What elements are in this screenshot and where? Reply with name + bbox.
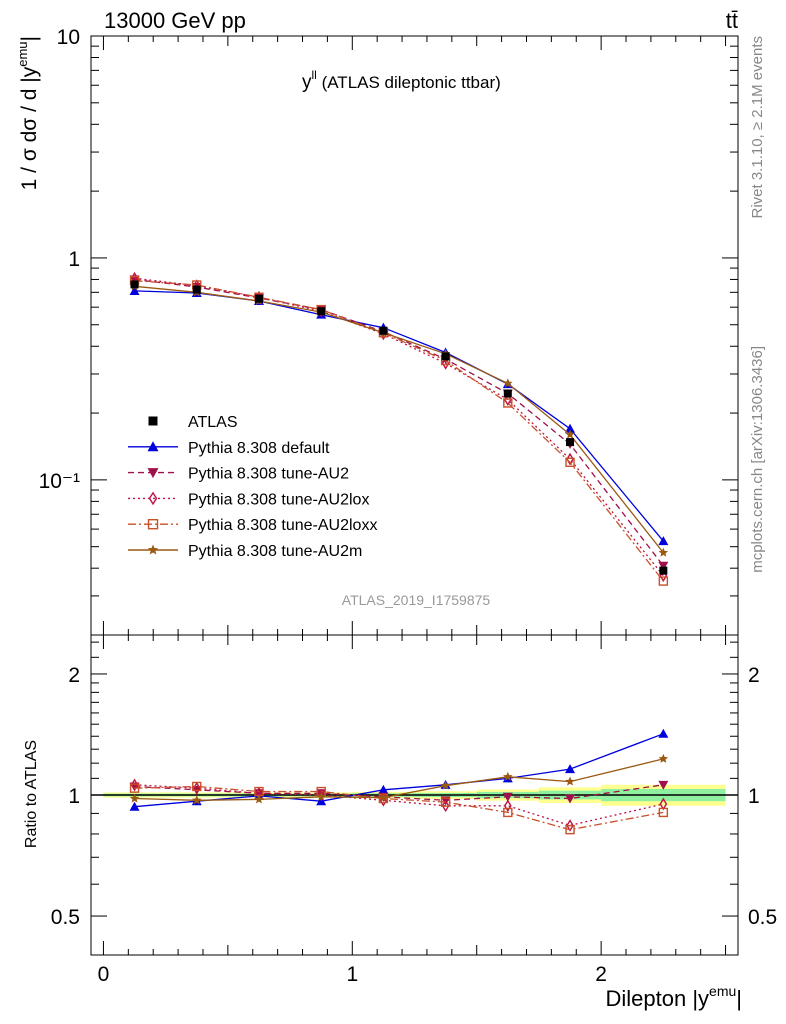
legend-label-pythia-8-308-tune-au2: Pythia 8.308 tune-AU2 (188, 466, 349, 483)
legend: ATLAS Pythia 8.308 default Pythia 8.308 tu… (128, 414, 377, 560)
main-point-atlas (317, 307, 326, 316)
main-point-pythia-8-308-tune-au2m (658, 547, 669, 557)
main-point-pythia-8-308-tune-au2m (503, 378, 513, 388)
main-point-pythia-8-308-tune-au2m (565, 429, 575, 439)
main-point-pythia-8-308-tune-au2 (658, 561, 669, 571)
main-point-pythia-8-308-tune-au2loxx (503, 398, 513, 408)
legend-marker-atlas (148, 416, 158, 426)
analysis-label: ATLAS_2019_I1759875 (342, 592, 491, 608)
ratio-line-pythia-8-308-tune-au2loxx (134, 785, 664, 831)
main-point-atlas (566, 438, 575, 447)
legend-marker-pythia-8-308-tune-au2lox (148, 491, 158, 506)
main-point-atlas (441, 352, 450, 361)
ratio-y-tick-label: 0.5 (51, 906, 80, 929)
legend-marker-pythia-8-308-tune-au2 (147, 468, 159, 479)
x-tick-label: 1 (346, 963, 358, 986)
ratio-point-pythia-8-308-tune-au2 (565, 794, 576, 804)
x-tick-label: 2 (595, 963, 607, 986)
ratio-point-pythia-8-308-tune-au2 (502, 792, 513, 802)
main-point-atlas (379, 326, 388, 335)
ratio-point-pythia-8-308-tune-au2m (565, 776, 575, 786)
main-point-pythia-8-308-default (565, 423, 576, 433)
legend-label-pythia-8-308-tune-au2m: Pythia 8.308 tune-AU2m (188, 543, 362, 560)
main-point-atlas (659, 566, 668, 575)
main-y-tick-label: 1 (68, 248, 80, 271)
main-point-atlas (192, 285, 201, 294)
main-y-tick-label: 10 (57, 26, 80, 49)
legend-marker-pythia-8-308-default (147, 441, 159, 452)
ratio-y-tick-label-right: 1 (748, 785, 760, 808)
legend-label-atlas: ATLAS (188, 414, 238, 431)
ratio-point-pythia-8-308-tune-au2loxx (129, 783, 140, 793)
ratio-point-pythia-8-308-tune-au2loxx (192, 781, 202, 792)
ratio-point-pythia-8-308-tune-au2m (192, 795, 202, 805)
ratio-point-pythia-8-308-default (378, 784, 389, 794)
x-tick-label: 0 (98, 963, 110, 986)
main-point-pythia-8-308-tune-au2lox (504, 393, 512, 406)
ratio-point-pythia-8-308-tune-au2m (503, 771, 513, 781)
ratio-point-pythia-8-308-tune-au2loxx (440, 797, 451, 807)
main-panel: 10 1 10⁻¹ (39, 26, 739, 636)
ratio-y-tick-label-right: 2 (748, 664, 760, 687)
main-point-atlas (503, 389, 512, 398)
main-ylabel: 1 / σ dσ / d |yemu| (15, 36, 41, 190)
main-point-pythia-8-308-tune-au2loxx (565, 457, 575, 467)
ratio-point-pythia-8-308-tune-au2m (440, 780, 451, 790)
ratio-point-pythia-8-308-tune-au2m (129, 793, 140, 803)
ratio-point-pythia-8-308-tune-au2lox (566, 819, 574, 832)
main-point-pythia-8-308-default (129, 285, 140, 295)
main-point-pythia-8-308-tune-au2loxx (658, 576, 669, 586)
ratio-point-pythia-8-308-tune-au2lox (130, 778, 139, 792)
main-y-tick-label: 10⁻¹ (39, 470, 80, 493)
ratio-ylabel: Ratio to ATLAS (23, 740, 40, 848)
ratio-point-pythia-8-308-tune-au2loxx (565, 824, 575, 835)
ratio-point-pythia-8-308-default (658, 728, 669, 738)
main-point-pythia-8-308-tune-au2lox (566, 452, 574, 466)
main-point-atlas (254, 294, 263, 303)
ratio-point-pythia-8-308-default (565, 764, 576, 774)
legend-label-pythia-8-308-tune-au2loxx: Pythia 8.308 tune-AU2loxx (188, 517, 377, 534)
mcplots-label: mcplots.cern.ch [arXiv:1306.3436] (749, 346, 766, 573)
ratio-point-pythia-8-308-tune-au2 (658, 780, 669, 790)
legend-marker-pythia-8-308-tune-au2m (147, 544, 159, 555)
ratio-panel: 0 1 2 2 2 1 1 0.5 0.5 (51, 634, 777, 986)
ratio-point-pythia-8-308-tune-au2lox (317, 788, 325, 802)
legend-label-pythia-8-308-tune-au2lox: Pythia 8.308 tune-AU2lox (188, 491, 369, 508)
legend-marker-pythia-8-308-tune-au2loxx (147, 519, 159, 530)
ratio-y-tick-label: 2 (68, 664, 80, 687)
ratio-y-tick-label-right: 0.5 (748, 906, 777, 929)
ratio-line-pythia-8-308-tune-au2 (134, 784, 664, 801)
ratio-point-pythia-8-308-tune-au2m (378, 792, 389, 802)
ratio-point-pythia-8-308-tune-au2m (316, 791, 326, 801)
ratio-y-tick-label: 1 (68, 785, 80, 808)
main-point-pythia-8-308-default (658, 536, 669, 546)
main-line-pythia-8-308-tune-au2loxx (134, 280, 664, 582)
ratio-point-pythia-8-308-tune-au2loxx (658, 807, 669, 818)
rivet-label: Rivet 3.1.10, ≥ 2.1M events (749, 36, 766, 219)
main-point-atlas (130, 280, 139, 289)
energy-label: 13000 GeV pp (104, 8, 246, 33)
main-title: yll (ATLAS dileptonic ttbar) (302, 68, 501, 93)
legend-label-pythia-8-308-default: Pythia 8.308 default (188, 440, 330, 457)
ratio-point-pythia-8-308-tune-au2lox (504, 799, 512, 813)
ratio-point-pythia-8-308-tune-au2lox (441, 799, 450, 813)
ratio-point-pythia-8-308-tune-au2m (254, 794, 264, 804)
ratio-point-pythia-8-308-tune-au2loxx (503, 807, 513, 818)
x-axis-label: Dilepton |yemu| (606, 983, 743, 1011)
ratio-point-pythia-8-308-tune-au2m (658, 753, 669, 763)
ratio-point-pythia-8-308-default (129, 801, 140, 811)
process-label: tt̄ (726, 8, 738, 33)
